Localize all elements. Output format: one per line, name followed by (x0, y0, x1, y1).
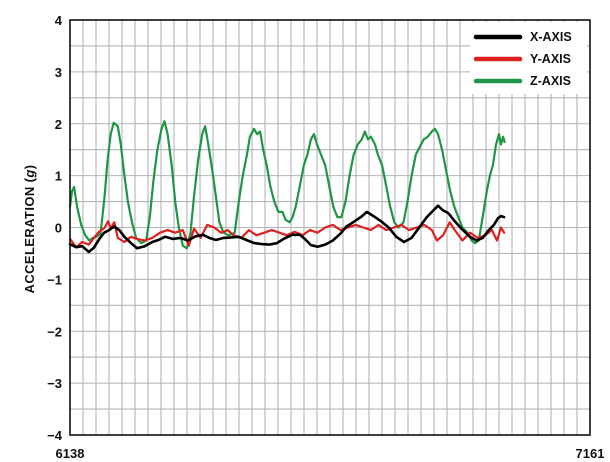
legend-label-z-axis: Z-AXIS (530, 74, 571, 88)
y-tick-label: −4 (47, 428, 63, 443)
legend: X-AXIS Y-AXIS Z-AXIS (470, 22, 587, 94)
legend-label-x-axis: X-AXIS (530, 30, 572, 44)
x-tick-label: 6138 (56, 446, 85, 461)
x-tick-labels: 6138 7161 (56, 446, 605, 461)
y-tick-label: −2 (47, 324, 62, 339)
y-tick-label: 1 (55, 169, 62, 184)
y-tick-label: −3 (47, 376, 62, 391)
y-tick-label: 4 (55, 13, 63, 28)
y-tick-label: −1 (47, 272, 62, 287)
y-tick-labels: 4 3 2 1 0 −1 −2 −3 −4 (47, 13, 63, 443)
y-axis-title: ACCELERATION (g) (22, 165, 37, 294)
series-line-x-axis (68, 204, 506, 254)
legend-label-y-axis: Y-AXIS (530, 52, 571, 66)
series-line-z-axis (68, 120, 506, 250)
plot-frame (69, 19, 591, 436)
series-layer (68, 120, 506, 254)
y-tick-label: 2 (55, 117, 62, 132)
series-line-y-axis (68, 220, 506, 249)
x-tick-label: 7161 (576, 446, 605, 461)
y-tick-label: 0 (55, 221, 62, 236)
chart-grid (70, 20, 590, 435)
y-tick-label: 3 (55, 65, 62, 80)
